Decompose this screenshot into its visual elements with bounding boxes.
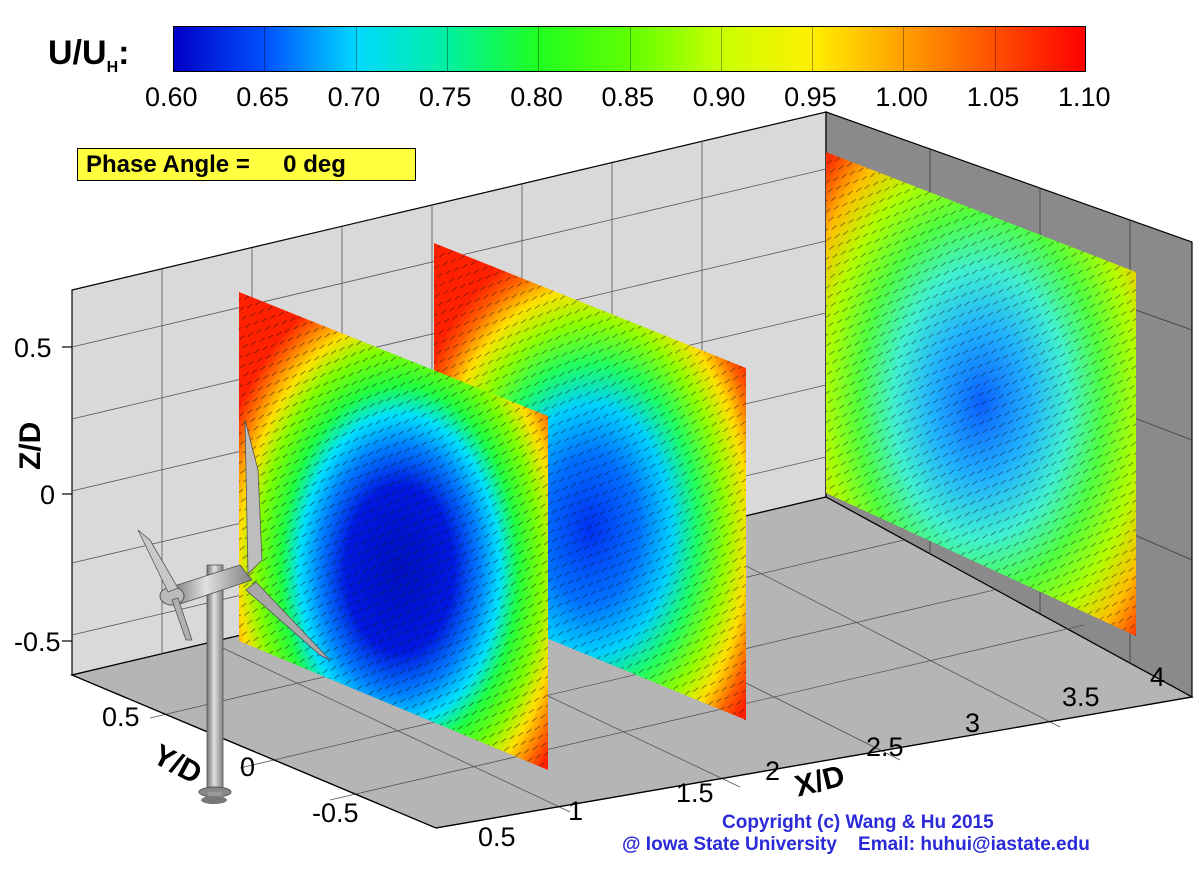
colorbar-tick-label: 0.75 [418,82,472,112]
colorbar-tick-label: 0.65 [236,82,289,112]
x-axis-tick: 1 [568,796,584,826]
axis-tick-marks [62,346,1193,829]
colorbar [173,26,1086,72]
colorbar-title: U/UH: [48,34,130,76]
colorbar-tick-label: 0.90 [692,82,746,112]
colorbar-tick-label: 0.85 [601,82,655,112]
colorbar-division [355,26,357,72]
colorbar-tick-label: 1.10 [1058,82,1111,112]
y-axis-tick: 0.5 [102,702,140,732]
colorbar-tick-label: 1.00 [875,82,928,112]
colorbar-division [538,26,540,72]
x-axis-tick: 3.5 [1062,682,1100,712]
colorbar-division [812,26,814,72]
x-axis-tick: 2 [765,756,781,786]
z-axis-label: Z/D [14,421,47,470]
copyright-line-2: @ Iowa State University Email: huhui@ias… [622,834,1090,855]
x-axis-tick: 3 [965,708,981,738]
wind-turbine-icon [137,419,331,804]
z-axis-tick: 0 [40,480,56,510]
colorbar-tick-label: 0.95 [784,82,837,112]
x-axis-tick: 2.5 [866,732,904,762]
z-axis-tick: 0.5 [14,333,52,363]
colorbar-division [994,26,996,72]
colorbar-tick-label: 0.60 [145,82,198,112]
colorbar-division [446,26,448,72]
colorbar-tick-label: 0.70 [327,82,381,112]
z-axis-tick: -0.5 [14,627,61,657]
colorbar-tick-label: 0.80 [510,82,563,112]
colorbar-division [720,26,722,72]
colorbar-division [903,26,905,72]
wake-plane-3 [826,152,1136,636]
phase-angle-label: Phase Angle = 0 deg [77,148,416,181]
x-axis-tick: 0.5 [478,822,516,852]
copyright-line-1: Copyright (c) Wang & Hu 2015 [722,812,994,833]
x-axis-tick: 1.5 [676,778,714,808]
y-axis-tick: 0 [240,752,256,782]
colorbar-division [264,26,266,72]
colorbar-division [629,26,631,72]
y-axis-tick: -0.5 [312,798,359,828]
colorbar-tick-label: 1.05 [966,82,1020,112]
x-axis-tick: 4 [1150,662,1166,692]
